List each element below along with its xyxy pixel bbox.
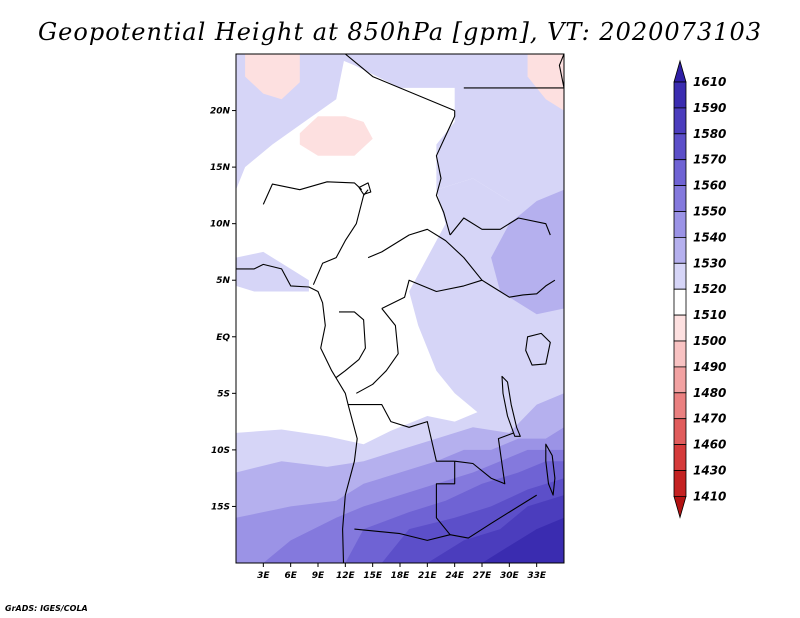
border-congo-drc [356,308,399,394]
colorbar: 1610 1590 1580 1570 1560 1550 1540 1530 1520 1510… [673,59,726,519]
colorbar-segment [673,133,687,161]
colorbar-label: 1560 [693,179,726,193]
lon-label-18E: 18E [391,571,411,581]
colorbar-segment [673,185,687,212]
border-sudan-south [449,217,551,236]
colorbar-label: 1530 [693,256,726,270]
grads-credit: GrADS: IGES/COLA [5,604,88,613]
lon-label-6E: 6E [284,571,297,581]
lon-label-30E: 30E [500,571,520,581]
colorbar-segment [673,418,687,446]
lat-label-15N: 15N [210,163,231,173]
lake-tanganyika [501,375,521,437]
colorbar-segment [673,470,687,497]
lon-label-33E: 33E [527,571,547,581]
colorbar-segment [673,444,687,471]
border-gabon [335,311,366,378]
height-1510-northwest [245,54,300,100]
lon-label-9E: 9E [312,571,325,581]
border-zambia-south [449,494,537,539]
lake-victoria [525,332,551,366]
height-1540-east [491,189,564,315]
lake-chad [358,182,372,195]
latitude-ticks: 20N 15N 10N 5N EQ 5S 10S 15S [210,107,236,512]
colorbar-segment [673,340,687,368]
border-libya-sudan [344,54,455,112]
lat-label-5S: 5S [217,389,230,399]
border-niger-nigeria [262,181,363,205]
border-angola-zambia [354,461,456,541]
colorbar-segment [673,314,687,342]
colorbar-label: 1480 [693,386,726,400]
colorbar-segment [673,236,687,264]
colorbar-label: 1520 [693,282,726,296]
colorbar-label: 1610 [693,75,726,89]
map-title: Geopotential Height at 850hPa [gpm], VT:… [38,18,762,46]
lat-label-15S: 15S [211,502,230,512]
coastline-east-africa [558,54,564,89]
height-1610-south [482,517,564,563]
colorbar-label: 1430 [693,464,726,478]
lat-label-10N: 10N [210,220,231,230]
height-1510-sahara [299,116,373,156]
colorbar-label: 1410 [693,489,726,503]
colorbar-segment [673,366,687,394]
border-angola-drc [348,404,455,462]
border-zambia-drc [454,432,515,485]
border-south-sudan-uganda [481,279,556,298]
colorbar-segment [673,159,687,186]
colorbar-label: 1500 [693,334,726,348]
lat-label-EQ: EQ [216,333,230,343]
colorbar-label: 1510 [693,308,726,322]
colorbar-segment [673,262,687,290]
height-1510-northeast [527,54,564,111]
lat-label-5N: 5N [216,276,230,286]
colorbar-label: 1460 [693,438,726,452]
height-1530-northeast [327,54,564,224]
country-borders [236,54,564,563]
colorbar-label: 1580 [693,127,726,141]
colorbar-segment [673,81,687,109]
border-chad-east [435,110,456,236]
lon-label-24E: 24E [445,571,465,581]
height-1530-west-coast [236,251,309,292]
colorbar-bottom-arrow [673,495,687,519]
lon-label-12E: 12E [336,571,356,581]
colorbar-segment [673,211,687,238]
border-nigeria-cameroon [312,189,369,285]
colorbar-label: 1490 [693,360,726,374]
colorbar-segment [673,107,687,135]
colorbar-label: 1550 [693,205,726,219]
lon-label-3E: 3E [257,571,270,581]
colorbar-label: 1470 [693,412,726,426]
border-car-drc [367,228,483,309]
colorbar-label: 1570 [693,153,726,167]
colorbar-segment [673,288,687,316]
colorbar-segment [673,392,687,420]
longitude-ticks: 3E 6E 9E 12E 15E 18E 21E 24E 27E 30E 33E [257,563,547,581]
lon-label-21E: 21E [418,571,438,581]
colorbar-label: 1590 [693,101,726,115]
coastline-west-africa [236,223,358,563]
lat-label-20N: 20N [210,107,231,117]
colorbar-top-arrow [673,59,687,83]
lake-malawi [545,443,556,496]
lon-label-15E: 15E [363,571,383,581]
colorbar-label: 1540 [693,230,726,244]
lat-label-10S: 10S [211,446,230,456]
lon-label-27E: 27E [473,571,493,581]
